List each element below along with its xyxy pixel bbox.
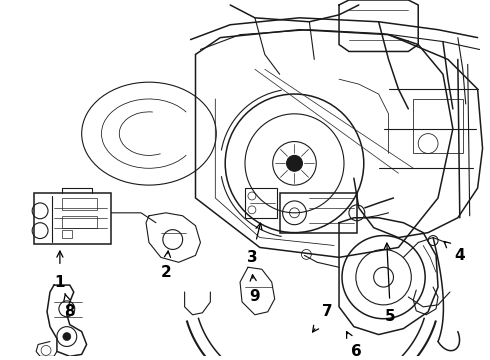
Bar bbox=[280, 193, 357, 233]
Text: 5: 5 bbox=[384, 243, 396, 324]
Text: 8: 8 bbox=[64, 293, 75, 319]
Circle shape bbox=[63, 333, 71, 341]
Bar bbox=[62, 216, 97, 228]
Bar bbox=[245, 188, 277, 218]
Text: 6: 6 bbox=[346, 332, 362, 359]
Text: 3: 3 bbox=[246, 223, 262, 265]
Bar bbox=[62, 198, 97, 210]
Bar bbox=[62, 230, 72, 238]
Text: 4: 4 bbox=[444, 242, 465, 263]
Text: 1: 1 bbox=[55, 251, 65, 289]
Text: 9: 9 bbox=[249, 275, 260, 305]
Circle shape bbox=[287, 156, 302, 171]
Bar bbox=[34, 193, 111, 244]
Bar bbox=[413, 99, 463, 153]
Text: 2: 2 bbox=[160, 251, 171, 280]
Text: 7: 7 bbox=[313, 304, 333, 332]
